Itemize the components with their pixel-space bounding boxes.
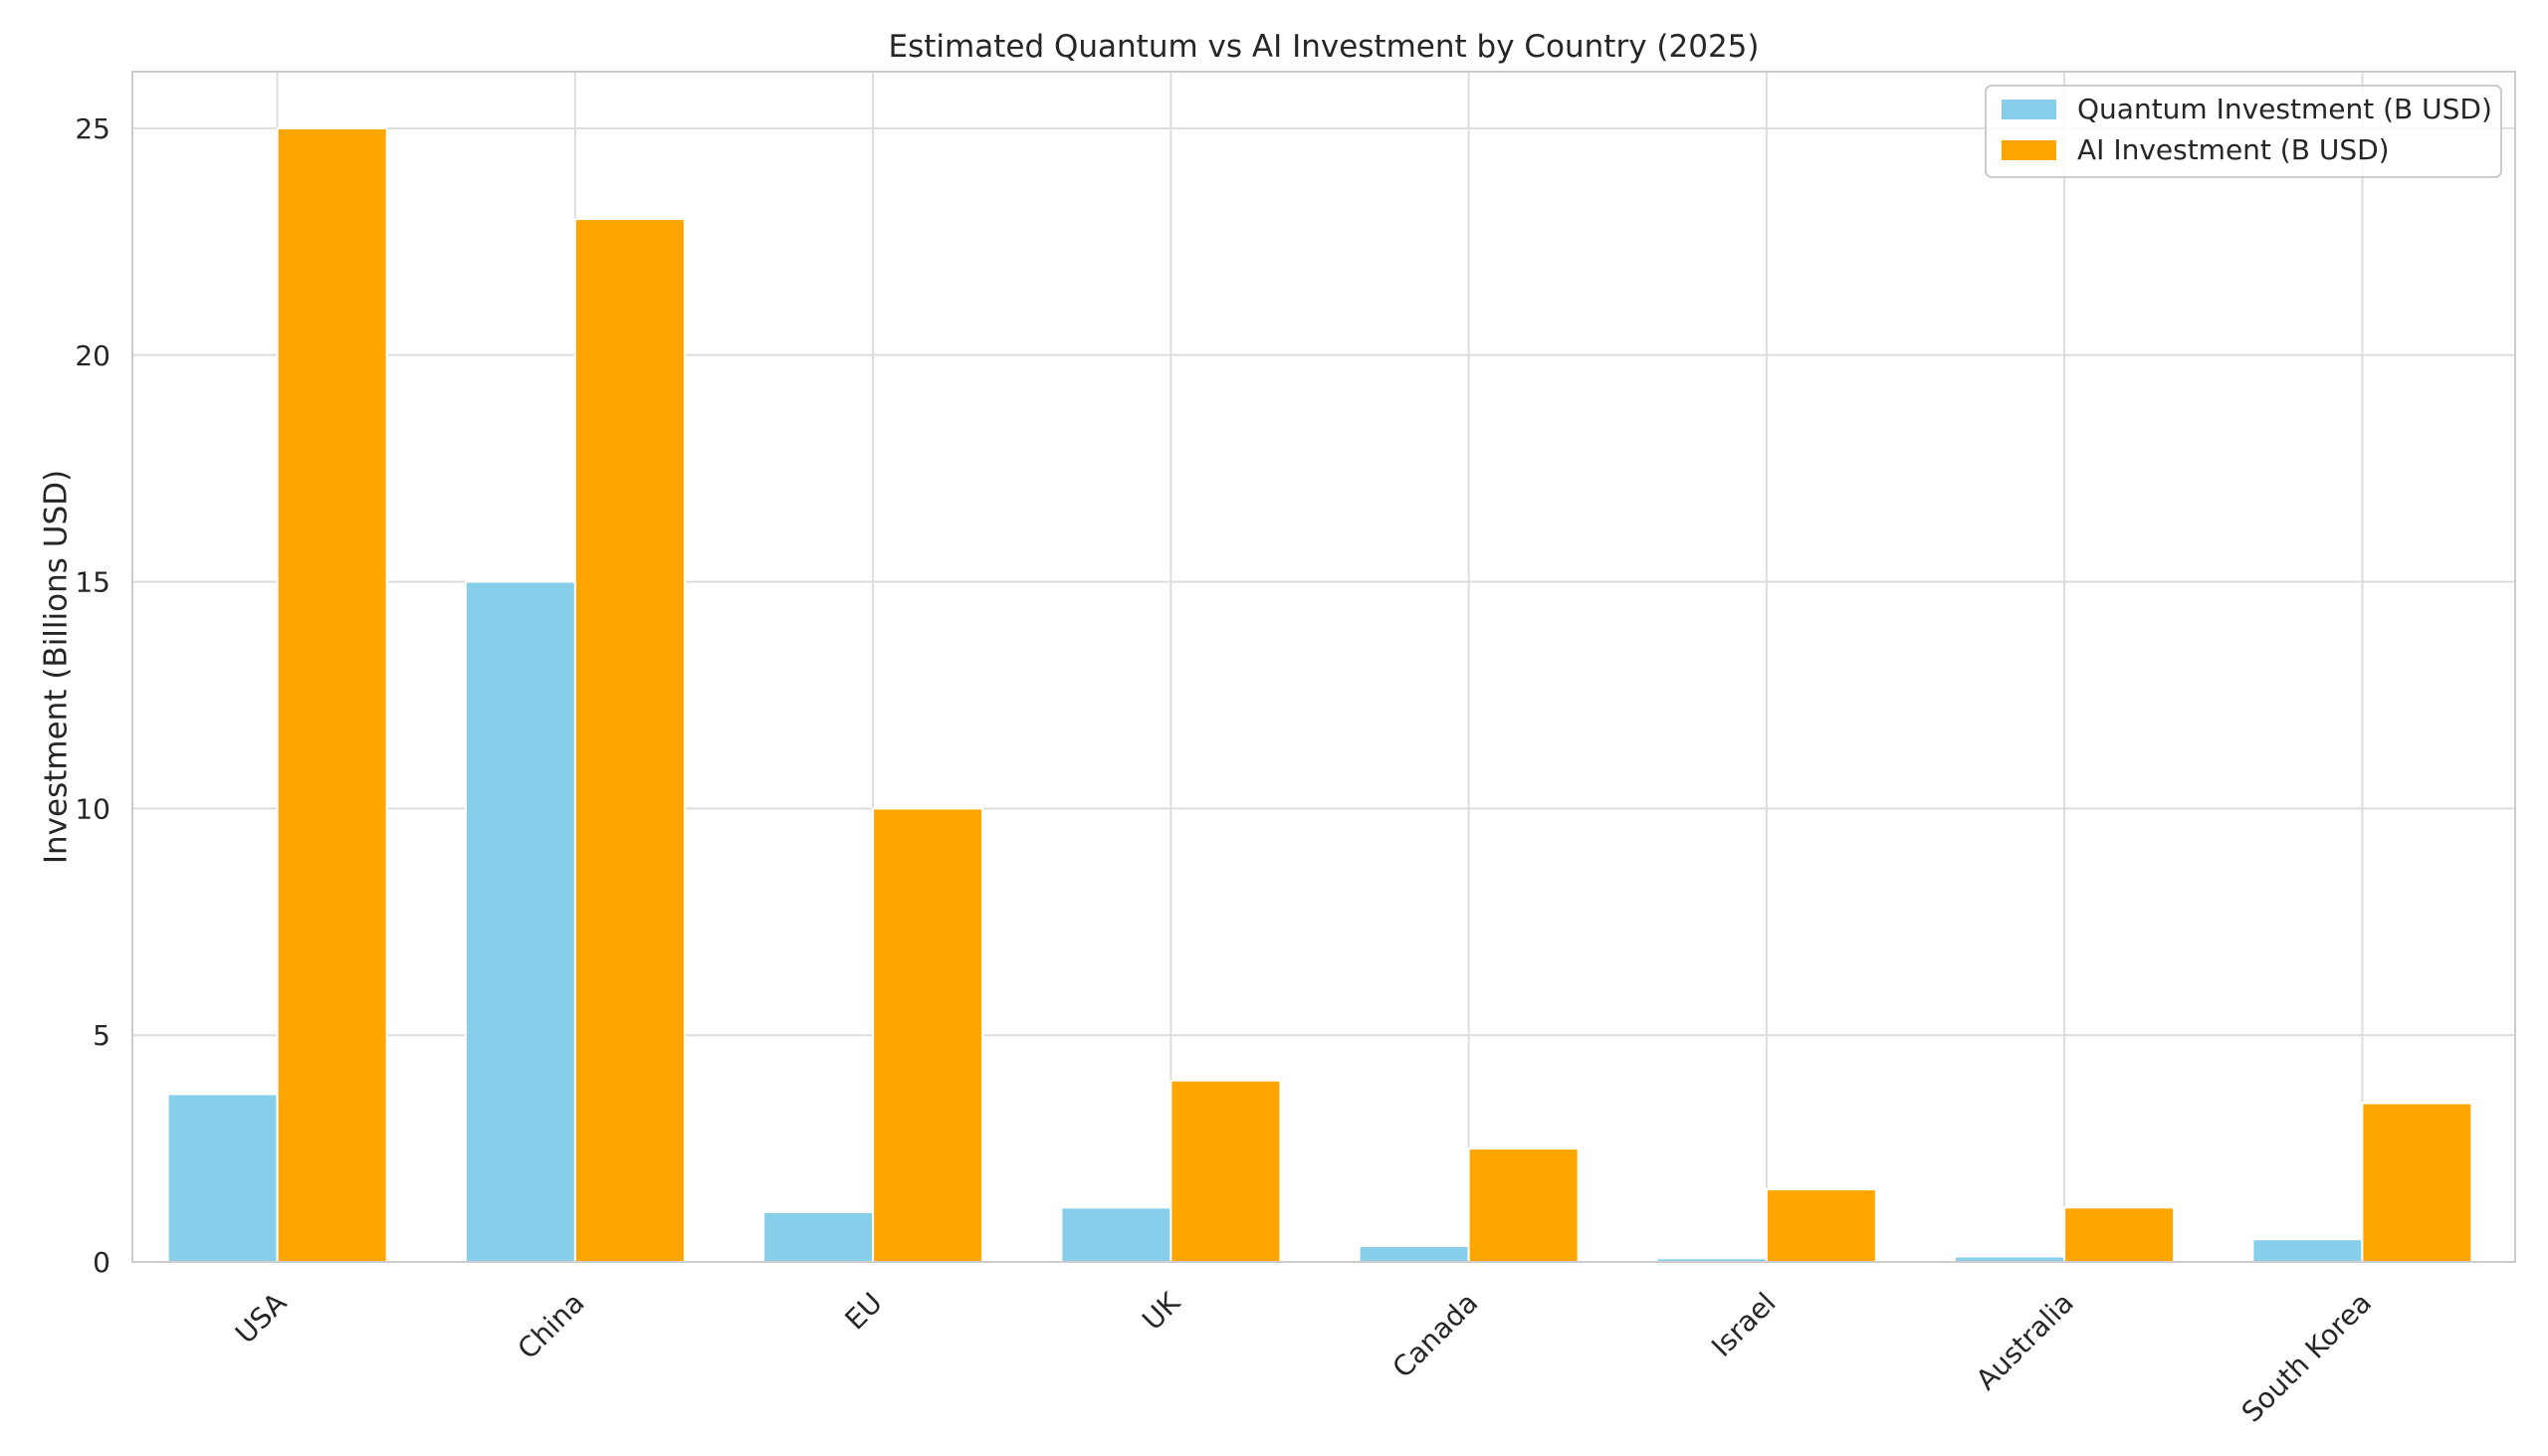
bar-ai-usa: [276, 126, 388, 1263]
bar-quantum-south-korea: [2251, 1238, 2364, 1263]
y-axis-label: Investment (Billions USD): [39, 470, 75, 864]
bar-quantum-eu: [762, 1210, 875, 1264]
y-tick-label: 10: [75, 792, 110, 825]
bar-ai-south-korea: [2361, 1102, 2473, 1263]
y-tick-label: 20: [75, 339, 110, 372]
bar-ai-australia: [2063, 1206, 2176, 1263]
bar-ai-israel: [1765, 1188, 1877, 1263]
chart-title: Estimated Quantum vs AI Investment by Co…: [889, 29, 1760, 65]
bar-quantum-china: [464, 580, 576, 1263]
legend-box: [1985, 85, 2502, 178]
plot-frame: [131, 71, 2516, 1263]
y-tick-label: 5: [93, 1019, 110, 1052]
legend-label: Quantum Investment (B USD): [2077, 93, 2492, 125]
bar-quantum-usa: [166, 1093, 279, 1263]
legend-swatch: [2002, 140, 2056, 160]
legend-swatch: [2002, 100, 2056, 119]
bar-ai-china: [573, 218, 686, 1264]
bar-ai-eu: [872, 807, 984, 1264]
y-tick-label: 0: [93, 1246, 110, 1279]
bar-quantum-uk: [1060, 1206, 1172, 1263]
legend-label: AI Investment (B USD): [2077, 133, 2390, 166]
bars: [166, 126, 2473, 1264]
bar-quantum-canada: [1358, 1245, 1470, 1264]
y-tick-label: 25: [75, 112, 110, 145]
legend: Quantum Investment (B USD) AI Investment …: [1985, 85, 2502, 178]
bar-ai-uk: [1169, 1079, 1282, 1264]
bar-ai-canada: [1467, 1147, 1580, 1263]
y-axis-ticks: 0 5 10 15 20 25: [75, 112, 110, 1279]
y-tick-label: 15: [75, 566, 110, 599]
